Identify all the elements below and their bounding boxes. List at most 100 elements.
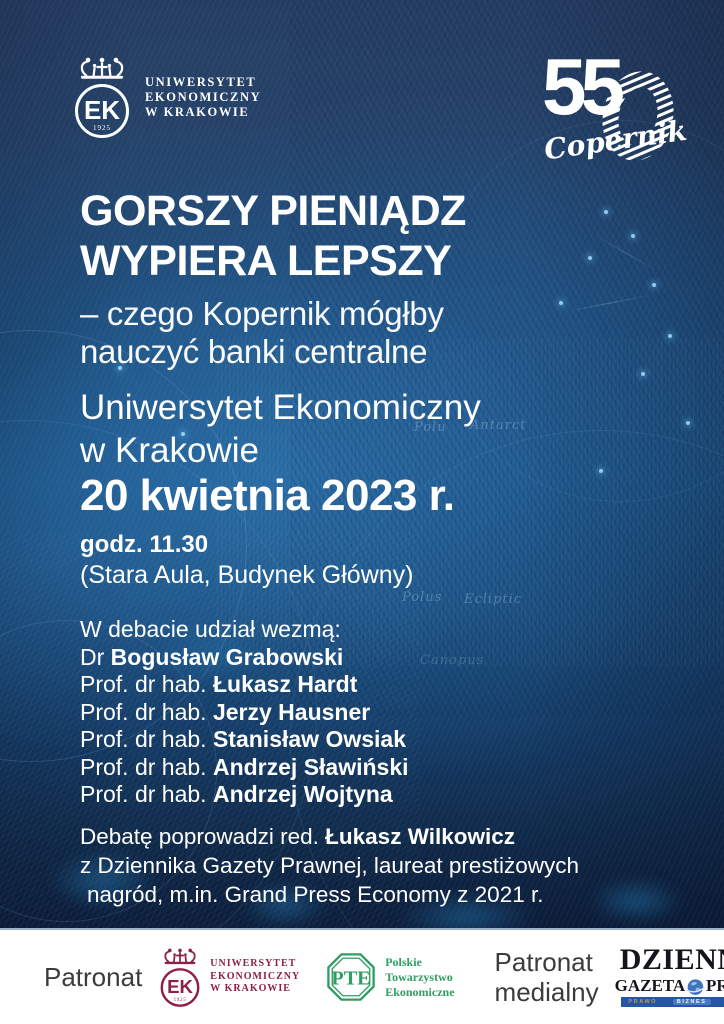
- background-glow: [588, 878, 684, 924]
- dgp-subtitle-row: GAZETA PRAWNA: [615, 974, 724, 998]
- background-map-text: Polus: [402, 590, 443, 605]
- uek-footer-logo: EK 1925 UNIWERSYTET EKONOMICZNY W KRAKOW…: [160, 946, 300, 1009]
- hatched-zero-glyph: [602, 71, 674, 161]
- participant-prefix: Prof. dr hab.: [80, 671, 207, 697]
- participant-row: Prof. dr hab. Stanisław Owsiak: [80, 726, 409, 754]
- uek-wordmark: UNIWERSYTET EKONOMICZNY W KRAKOWIE: [145, 75, 261, 120]
- svg-text:PTE: PTE: [332, 968, 371, 990]
- uek-wordmark-line: W KRAKOWIE: [145, 105, 250, 119]
- participant-name: Bogusław Grabowski: [110, 643, 344, 670]
- venue: Uniwersytet Ekonomiczny w Krakowie: [80, 386, 481, 472]
- dgp-tag: PRAWO: [628, 999, 658, 1005]
- uek-crest-icon: EK 1925: [74, 54, 130, 141]
- event-date: 20 kwietnia 2023 r.: [80, 471, 455, 520]
- crown-icon: [164, 948, 196, 964]
- background-map-text: Canopus: [420, 653, 485, 668]
- background-constellation-line: [562, 294, 654, 313]
- crown-icon: [80, 57, 124, 79]
- pte-wordmark-line: Towarzystwo: [385, 969, 453, 984]
- background-map-text: Antarct: [470, 418, 527, 433]
- participant-name: Andrzej Wojtyna: [212, 781, 393, 807]
- title-line: WYPIERA LEPSZY: [80, 237, 452, 285]
- moderator-line: nagród, m.in. Grand Press Economy z 2021…: [87, 882, 544, 907]
- participant-row: Prof. dr hab. Jerzy Hausner: [80, 699, 409, 727]
- background-star: [641, 372, 645, 376]
- event-time: godz. 11.30: [80, 531, 209, 558]
- background-map-text: Ecliptic: [464, 592, 523, 607]
- media-patronage-line: medialny: [494, 977, 599, 1007]
- uek-wordmark-line: W KRAKOWIE: [210, 983, 291, 995]
- patronage-footer: Patronat EK: [0, 928, 724, 1024]
- uek-wordmark-line: EKONOMICZNY: [145, 90, 262, 104]
- media-patronage-line: Patronat: [494, 947, 593, 977]
- background-star: [686, 421, 690, 425]
- title-line: GORSZY PIENIĄDZ: [80, 187, 466, 235]
- uek-wordmark-line: UNIWERSYTET: [210, 958, 297, 970]
- pte-octagon-icon: PTE: [327, 953, 375, 1001]
- participant-row: Prof. dr hab. Łukasz Hardt: [80, 671, 409, 699]
- subtitle-line: – czego Kopernik mógłby: [80, 295, 444, 332]
- background-star: [604, 210, 608, 214]
- copernicus-550-anniversary-logo: 55 Copernik: [538, 40, 689, 175]
- moderator-intro: Debatę poprowadzi red.: [80, 824, 319, 849]
- uek-logo: EK 1925 UNIWERSYTET EKONOMICZNY W KRAKOW…: [74, 54, 261, 141]
- event-subtitle: – czego Kopernik mógłby nauczyć banki ce…: [80, 295, 466, 371]
- background-star: [652, 283, 656, 287]
- participant-name: Stanisław Owsiak: [212, 726, 406, 752]
- anniversary-digits: 55: [542, 42, 623, 131]
- uek-shield-icon: EK 1925: [160, 967, 200, 1007]
- dgp-tag: BIZNES: [672, 999, 711, 1005]
- moderator-line: Debatę poprowadzi red. Łukasz Wilkowicz: [80, 822, 579, 851]
- participant-prefix: Prof. dr hab.: [80, 726, 207, 752]
- dziennik-gazeta-prawna-logo: DZIENNIK GAZETA PRAWNA PRAWO BIZNES POLI…: [615, 943, 724, 1008]
- svg-text:EK: EK: [167, 976, 193, 997]
- event-place: (Stara Aula, Budynek Główny): [80, 561, 414, 589]
- svg-text:EK: EK: [84, 95, 120, 125]
- uek-wordmark-line: UNIWERSYTET: [145, 75, 257, 89]
- participant-prefix: Prof. dr hab.: [80, 781, 207, 807]
- globe-icon: [685, 979, 706, 995]
- dgp-tagline-bar: PRAWO BIZNES POLITYKA: [620, 997, 724, 1007]
- participant-prefix: Dr: [80, 643, 105, 670]
- participant-row: Dr Bogusław Grabowski: [80, 644, 409, 672]
- participant-row: Prof. dr hab. Andrzej Sławiński: [80, 754, 409, 782]
- subtitle-line: nauczyć banki centralne: [80, 333, 428, 370]
- debate-intro: W debacie udział wezmą:: [80, 616, 341, 642]
- moderator-info: Debatę poprowadzi red. Łukasz Wilkowicz …: [80, 822, 579, 909]
- uek-crest-icon: EK 1925: [160, 946, 200, 1009]
- moderator-line: z Dziennika Gazety Prawnej, laureat pres…: [80, 853, 579, 878]
- venue-line: w Krakowie: [80, 431, 259, 470]
- participant-prefix: Prof. dr hab.: [80, 698, 207, 725]
- moderator-name: Łukasz Wilkowicz: [325, 824, 516, 849]
- participant-name: Andrzej Sławiński: [212, 753, 409, 780]
- svg-text:1925: 1925: [174, 998, 187, 1003]
- background-star: [668, 334, 672, 338]
- dgp-title: DZIENNIK: [619, 943, 724, 976]
- background-star: [559, 301, 563, 305]
- event-title: GORSZY PIENIĄDZ WYPIERA LEPSZY – czego K…: [80, 186, 466, 371]
- media-patronage-label: Patronat medialny: [495, 947, 599, 1007]
- background-star: [631, 234, 635, 238]
- dgp-prawna: PRAWNA: [706, 976, 724, 995]
- uek-shield-icon: EK 1925: [75, 84, 129, 138]
- pte-wordmark: Polskie Towarzystwo Ekonomiczne: [385, 955, 454, 1000]
- participant-name: Jerzy Hausner: [212, 698, 371, 725]
- uek-wordmark-line: EKONOMICZNY: [210, 970, 301, 982]
- pte-wordmark-line: Ekonomiczne: [385, 984, 455, 999]
- participant-name: Łukasz Hardt: [212, 671, 358, 697]
- svg-text:1925: 1925: [93, 124, 111, 132]
- pte-wordmark-line: Polskie: [385, 954, 422, 969]
- background-map-text: Polu: [414, 420, 447, 435]
- background-star: [588, 256, 592, 260]
- dgp-gazeta: GAZETA: [614, 976, 686, 995]
- debate-participants: W debacie udział wezmą: Dr Bogusław Grab…: [80, 616, 409, 809]
- background-constellation-line: [594, 234, 656, 271]
- uek-wordmark: UNIWERSYTET EKONOMICZNY W KRAKOWIE: [210, 958, 300, 996]
- participant-row: Prof. dr hab. Andrzej Wojtyna: [80, 781, 409, 809]
- patronage-label: Patronat: [44, 961, 143, 992]
- background-star: [599, 469, 603, 473]
- pte-logo: PTE Polskie Towarzystwo Ekonomiczne: [326, 952, 455, 1002]
- participant-prefix: Prof. dr hab.: [80, 753, 207, 780]
- venue-line: Uniwersytet Ekonomiczny: [80, 388, 481, 427]
